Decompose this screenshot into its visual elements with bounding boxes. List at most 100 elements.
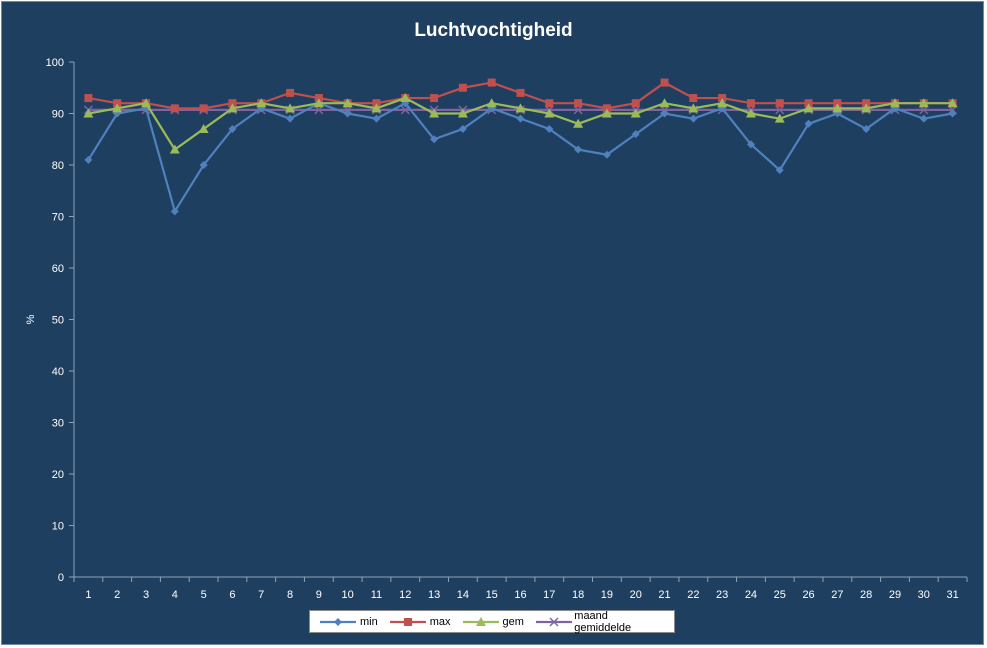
x-tick-label: 15 bbox=[486, 589, 498, 601]
data-point bbox=[429, 108, 440, 118]
x-tick-label: 25 bbox=[774, 589, 786, 601]
data-point bbox=[372, 99, 381, 108]
y-tick-label: 40 bbox=[52, 366, 64, 378]
legend-item: max bbox=[388, 616, 451, 628]
series-min bbox=[84, 99, 957, 216]
data-point bbox=[601, 108, 612, 118]
legend-item: gem bbox=[461, 616, 524, 628]
legend-marker bbox=[334, 617, 342, 626]
data-point bbox=[458, 83, 467, 92]
data-point bbox=[862, 99, 871, 108]
data-point bbox=[457, 108, 468, 118]
x-tick-label: 19 bbox=[601, 589, 613, 601]
data-point bbox=[545, 124, 554, 133]
data-point bbox=[113, 99, 122, 108]
data-point bbox=[198, 123, 209, 133]
y-tick-label: 60 bbox=[52, 263, 64, 275]
x-tick-label: 14 bbox=[457, 589, 469, 601]
legend-item: maand gemiddelde bbox=[534, 610, 664, 634]
data-point bbox=[774, 113, 785, 123]
data-point bbox=[343, 109, 352, 118]
data-point bbox=[918, 98, 929, 108]
data-point bbox=[256, 98, 267, 108]
legend-marker bbox=[403, 617, 412, 626]
data-point bbox=[660, 109, 669, 118]
y-tick-label: 90 bbox=[52, 109, 64, 121]
x-tick-label: 11 bbox=[371, 589, 382, 601]
data-point bbox=[430, 94, 439, 103]
data-point bbox=[659, 98, 670, 108]
data-point bbox=[371, 103, 382, 113]
x-tick-label: 20 bbox=[630, 589, 642, 601]
data-point bbox=[516, 88, 525, 97]
data-point bbox=[228, 124, 237, 133]
legend-marker bbox=[475, 616, 486, 626]
data-point bbox=[775, 105, 785, 115]
legend-label: min bbox=[360, 615, 378, 628]
x-tick-label: 12 bbox=[399, 589, 411, 601]
x-tick-label: 22 bbox=[687, 589, 699, 601]
legend-label: maand gemiddelde bbox=[574, 609, 632, 634]
data-point bbox=[833, 99, 842, 108]
series-gem bbox=[83, 93, 958, 154]
data-point bbox=[169, 144, 180, 154]
x-tick-label: 13 bbox=[428, 589, 440, 601]
data-point bbox=[804, 99, 813, 108]
x-tick-label: 31 bbox=[946, 589, 958, 601]
data-point bbox=[84, 155, 93, 164]
data-point bbox=[889, 98, 900, 108]
x-tick-label: 28 bbox=[860, 589, 872, 601]
x-tick-label: 9 bbox=[316, 589, 322, 601]
x-tick-label: 7 bbox=[258, 589, 264, 601]
data-point bbox=[861, 103, 872, 113]
y-tick-label: 20 bbox=[52, 469, 64, 481]
data-point bbox=[948, 109, 957, 118]
data-point bbox=[602, 150, 611, 159]
y-tick-label: 50 bbox=[52, 315, 64, 327]
data-point bbox=[919, 105, 929, 115]
data-point bbox=[515, 103, 526, 113]
data-point bbox=[832, 103, 843, 113]
x-tick-label: 21 bbox=[658, 589, 670, 601]
data-point bbox=[170, 207, 179, 216]
data-point bbox=[631, 130, 640, 139]
data-point bbox=[487, 78, 496, 87]
x-tick-label: 18 bbox=[572, 589, 584, 601]
data-point bbox=[630, 108, 641, 118]
x-tick-label: 5 bbox=[201, 589, 207, 601]
legend-label: max bbox=[429, 615, 451, 628]
data-point bbox=[745, 108, 756, 118]
axes bbox=[69, 61, 968, 582]
data-point bbox=[803, 103, 814, 113]
x-tick-label: 27 bbox=[831, 589, 843, 601]
data-point bbox=[400, 93, 411, 103]
y-tick-label: 80 bbox=[52, 160, 64, 172]
data-point bbox=[313, 98, 324, 108]
x-tick-label: 24 bbox=[745, 589, 757, 601]
x-tick-label: 6 bbox=[229, 589, 235, 601]
data-point bbox=[545, 99, 554, 108]
y-tick-label: 10 bbox=[52, 521, 64, 533]
data-point bbox=[660, 78, 669, 87]
y-tick-label: 100 bbox=[46, 57, 64, 69]
data-point bbox=[286, 114, 295, 123]
legend-marker bbox=[549, 616, 559, 627]
y-tick-label: 70 bbox=[52, 212, 64, 224]
x-tick-labels: 1 2 3 4 5 6 7 8 9 10 11 12 13 14 15 16 17 18 19 20 21 22 23 24 2… bbox=[85, 589, 958, 601]
data-point bbox=[227, 103, 238, 113]
legend-label: gem bbox=[502, 615, 524, 628]
data-point bbox=[775, 99, 784, 108]
data-point bbox=[458, 124, 467, 133]
x-tick-label: 30 bbox=[918, 589, 930, 601]
data-point bbox=[746, 140, 755, 149]
legend-swatch bbox=[389, 617, 426, 626]
x-tick-label: 29 bbox=[889, 589, 901, 601]
data-point bbox=[775, 166, 784, 175]
legend-item: min bbox=[318, 616, 378, 628]
y-tick-labels: 0 10 20 30 40 50 60 70 80 90 100 bbox=[46, 57, 64, 584]
data-point bbox=[746, 99, 755, 108]
x-tick-label: 1 bbox=[85, 589, 91, 601]
data-point bbox=[342, 98, 353, 108]
data-point bbox=[314, 105, 324, 115]
